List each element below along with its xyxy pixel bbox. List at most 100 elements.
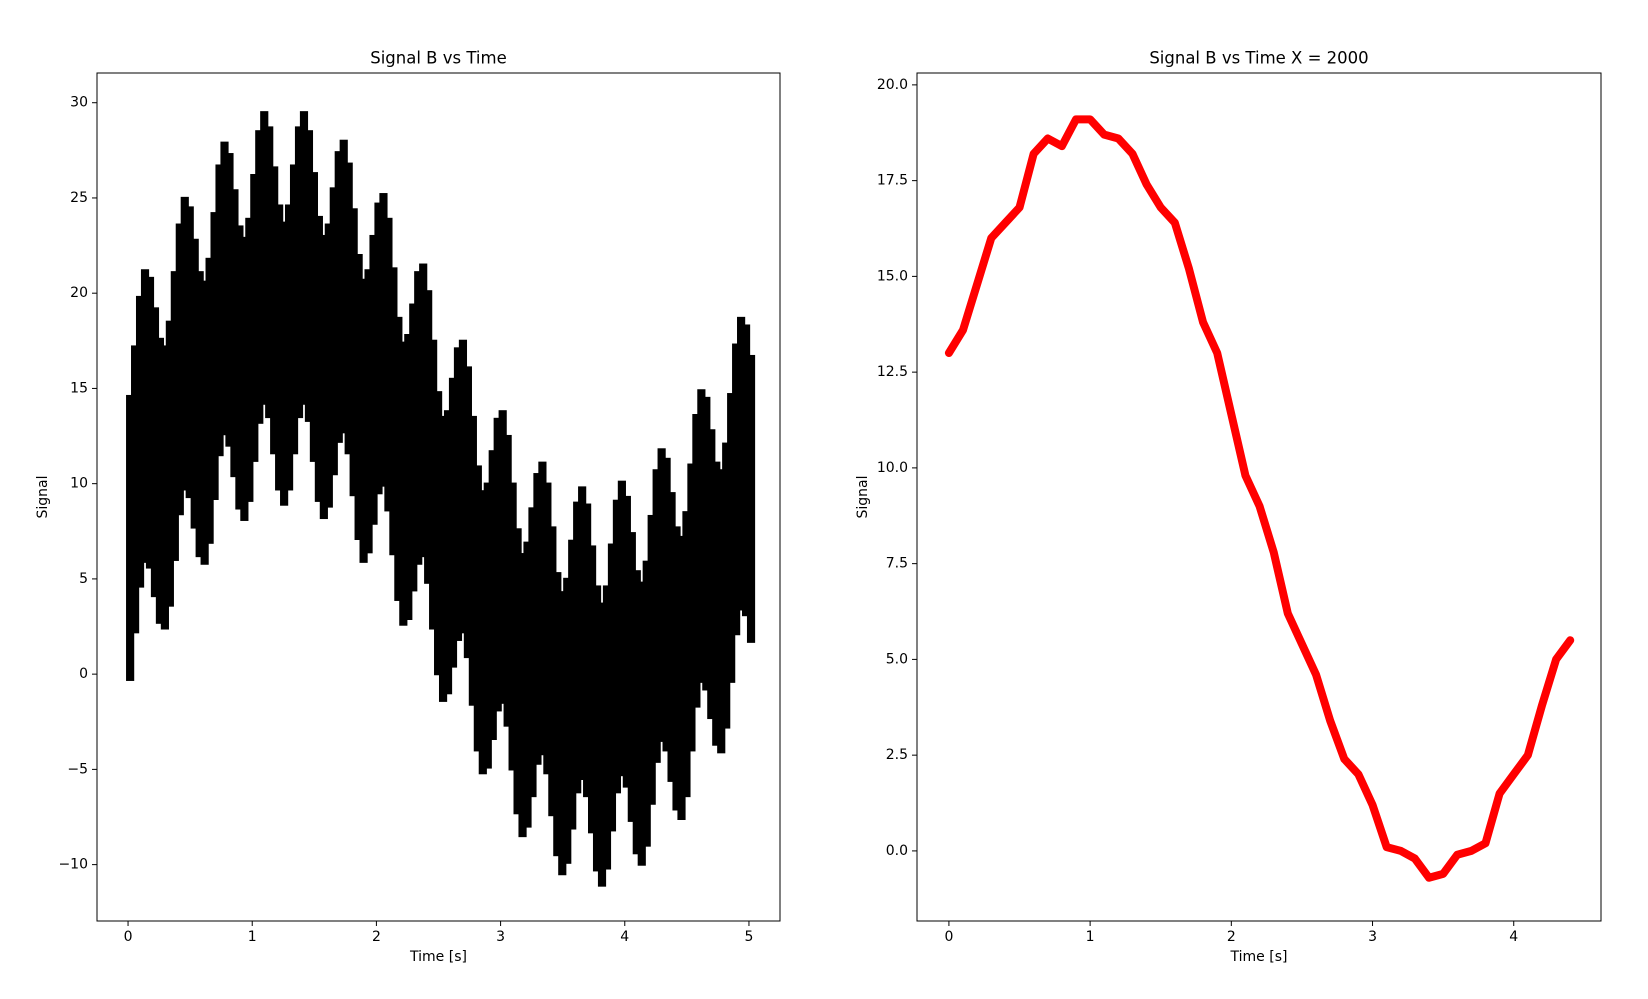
signal-band [508,482,517,771]
signal-band [627,532,636,822]
chart-title: Signal B vs Time X = 2000 [1149,49,1368,68]
signal-band [369,234,378,525]
signal-band [702,396,711,691]
signal-band [126,394,135,681]
signal-band [190,238,199,529]
x-tick-label: 2 [372,929,381,945]
y-tick-label: 20 [70,285,88,301]
y-tick-label: 10 [70,476,88,492]
signal-band [682,511,691,798]
signal-band [150,307,160,598]
signal-band [632,570,641,855]
signal-band [250,174,259,462]
y-tick-label: 15.0 [877,268,908,284]
signal-band [548,526,557,817]
signal-band [280,221,289,506]
y-tick-label: 25 [70,190,88,206]
signal-band [424,290,433,584]
y-tick-label: −5 [67,761,88,777]
signal-band [180,196,189,491]
x-tick-label: 4 [620,929,629,945]
y-tick-label: −10 [58,857,88,873]
signal-band [284,204,294,491]
signal-band [717,469,726,754]
x-tick-label: 2 [1227,929,1236,945]
signal-band [518,553,527,838]
plot-area [944,115,1575,882]
signal-band [657,448,666,742]
signal-band [722,442,731,729]
signal-band [140,269,150,563]
signal-band [607,543,617,832]
signal-band [563,577,572,864]
signal-line [944,115,1575,882]
signal-band [553,572,562,857]
signal-band [473,465,482,752]
y-tick-label: 30 [70,95,88,111]
signal-band [394,316,403,601]
signal-band [468,415,477,706]
signal-band [379,193,388,487]
y-tick-label: 12.5 [877,364,908,380]
y-axis-label: Signal [35,475,51,518]
signal-band [329,187,338,476]
signal-band [741,324,751,617]
signal-band [513,528,522,815]
signal-band [617,480,626,777]
signal-band [334,151,343,443]
signal-band [642,560,651,847]
y-tick-label: 2.5 [886,747,908,763]
x-tick-label: 1 [248,929,257,945]
signal-band [558,591,567,876]
y-tick-label: 5 [79,571,88,587]
signal-band [160,345,169,630]
signal-band [170,271,179,561]
signal-band [245,217,254,502]
y-tick-label: 15 [70,380,88,396]
signal-band [255,130,264,424]
signal-band [483,482,492,769]
signal-band [438,415,448,702]
signal-band [374,202,383,495]
signal-band [309,172,319,462]
axes-frame [96,72,781,922]
plot-area [126,111,756,887]
signal-band [414,271,423,565]
signal-band [155,337,165,624]
signal-band [652,469,661,763]
signal-band [210,212,219,500]
axes-frame [916,72,1602,922]
signal-band [225,153,234,447]
signal-band [746,354,756,643]
signal-band [389,267,398,556]
signal-band [354,254,363,540]
signal-band [458,339,468,634]
y-tick-label: 17.5 [877,173,908,189]
signal-band [672,526,681,811]
y-tick-label: 7.5 [886,556,908,572]
signal-band [543,482,552,775]
signal-band [275,204,284,491]
signal-band [568,539,577,830]
signal-band [265,126,274,419]
signal-band [220,141,229,436]
signal-band [503,434,512,727]
signal-band [463,366,472,659]
signal-band [488,450,497,740]
signal-band [712,461,721,746]
signal-band [443,410,453,695]
signal-band [523,541,532,828]
signal-band [339,139,348,434]
signal-band [573,501,582,794]
signal-band [622,495,631,788]
signal-band [399,341,408,626]
signal-band [205,257,214,544]
signal-band [230,189,239,478]
signal-band [200,280,209,565]
x-axis-label: Time [s] [409,949,467,965]
signal-band [314,215,323,502]
signal-band [647,514,656,805]
x-tick-label: 4 [1509,929,1518,945]
